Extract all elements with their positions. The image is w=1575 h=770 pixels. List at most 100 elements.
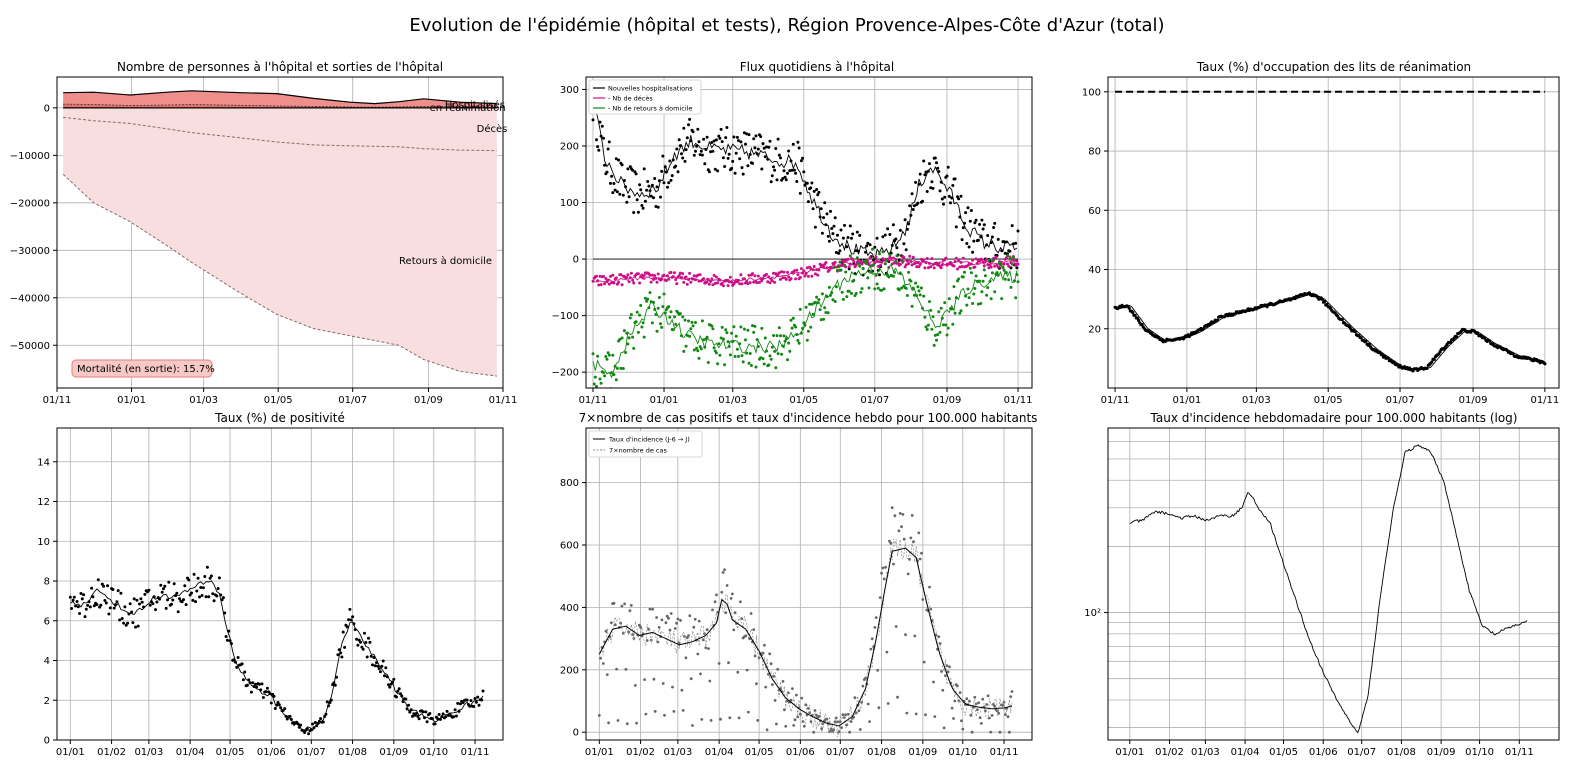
data-point (725, 279, 729, 283)
data-point (611, 191, 615, 195)
data-point (906, 572, 910, 576)
data-point (838, 249, 842, 253)
data-point (1140, 322, 1144, 327)
data-point (675, 621, 678, 625)
data-point (986, 263, 990, 267)
data-point (357, 638, 361, 642)
data-point (865, 262, 869, 266)
data-point (349, 618, 353, 622)
legend-label: - Nb de décès (608, 95, 653, 103)
data-point (711, 608, 714, 612)
data-point (980, 290, 984, 294)
data-point (755, 281, 759, 285)
y-tick-label: −20000 (10, 198, 50, 209)
data-point (691, 324, 695, 328)
data-point (1006, 262, 1009, 266)
data-point (788, 349, 792, 353)
data-point (836, 720, 839, 724)
data-point (128, 602, 132, 606)
data-point (827, 268, 831, 272)
data-point (78, 612, 82, 615)
data-point (70, 607, 74, 610)
data-point (672, 710, 676, 713)
data-point (225, 638, 229, 642)
x-tick-label: 01/01 (650, 395, 679, 406)
data-point (607, 721, 610, 725)
data-point (725, 584, 729, 587)
y-tick-label: 600 (560, 541, 579, 552)
x-tick-label: 01/07 (1347, 747, 1376, 758)
data-point (596, 354, 600, 358)
data-point (825, 295, 829, 299)
data-point (88, 605, 92, 609)
data-point (796, 273, 800, 277)
data-point (918, 263, 922, 266)
data-point (86, 603, 90, 607)
data-point (717, 662, 721, 665)
data-point (379, 670, 382, 674)
data-point (700, 153, 704, 157)
data-point (615, 667, 618, 671)
data-point (861, 267, 865, 271)
data-point (119, 591, 123, 595)
data-point (819, 207, 823, 211)
data-point (814, 713, 818, 717)
panel-hospital-stock: Nombre de personnes à l'hôpital et sorti… (10, 60, 518, 406)
data-point (976, 302, 980, 306)
y-tick-label: −50000 (10, 341, 50, 352)
data-point (695, 144, 699, 148)
data-point (921, 199, 924, 203)
data-point (265, 686, 269, 690)
data-point (614, 378, 618, 382)
data-point (710, 324, 714, 328)
data-point (885, 650, 889, 654)
figure-title: Evolution de l'épidémie (hôpital et test… (409, 15, 1164, 36)
y-tick-label: −100 (552, 311, 579, 322)
data-point (131, 621, 135, 625)
data-point (866, 702, 870, 706)
data-point (211, 592, 215, 596)
data-point (781, 177, 785, 180)
data-point (712, 139, 716, 143)
data-point (981, 227, 985, 231)
data-point (661, 682, 665, 685)
data-point (669, 178, 673, 182)
data-point (700, 319, 704, 323)
data-point (951, 184, 955, 187)
data-point (957, 258, 961, 262)
data-point (990, 714, 994, 717)
y-tick-label: 800 (560, 478, 579, 489)
data-point (864, 259, 867, 263)
data-point (737, 139, 740, 143)
data-point (981, 279, 985, 283)
data-point (772, 165, 775, 169)
positivity-line (70, 580, 484, 732)
data-point (664, 621, 668, 625)
data-point (603, 282, 607, 286)
data-point (384, 666, 388, 670)
data-point (217, 576, 221, 580)
data-point (444, 715, 448, 719)
data-point (341, 630, 345, 634)
data-point (428, 712, 432, 715)
data-point (867, 286, 871, 290)
data-point (815, 295, 819, 299)
data-point (749, 612, 753, 615)
data-point (873, 287, 877, 291)
data-point (655, 329, 659, 333)
data-point (845, 245, 849, 249)
area-reanimation (63, 104, 497, 108)
data-point (364, 641, 368, 644)
data-point (745, 668, 749, 672)
data-point (618, 192, 622, 196)
data-point (662, 292, 666, 296)
grid (586, 77, 1032, 388)
data-point (759, 356, 763, 360)
grid (586, 428, 1032, 740)
data-point (1010, 224, 1014, 228)
data-point (707, 647, 710, 650)
data-point (682, 126, 686, 130)
data-point (1015, 266, 1019, 270)
data-point (752, 330, 756, 334)
